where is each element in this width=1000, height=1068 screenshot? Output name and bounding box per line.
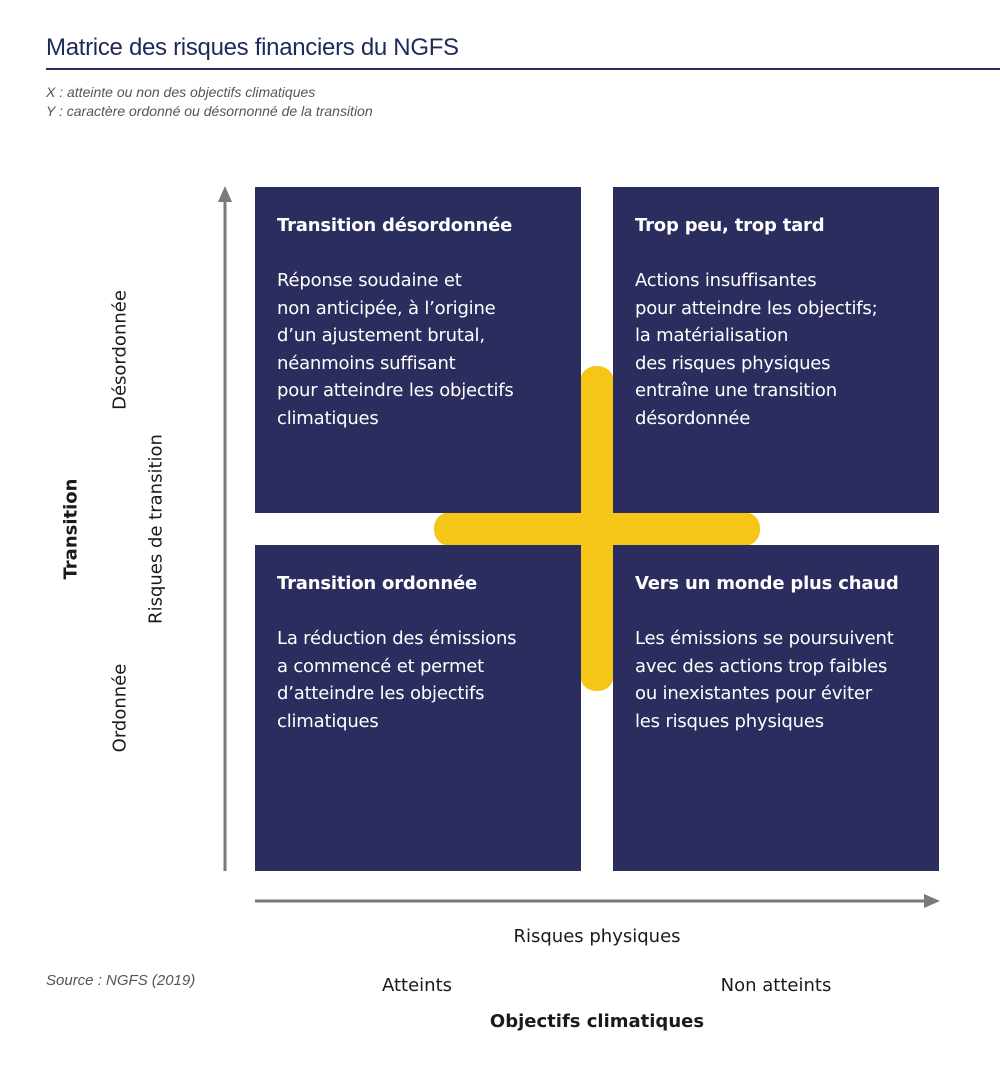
note-x-axis: X : atteinte ou non des objectifs climat… xyxy=(46,84,316,100)
title-divider xyxy=(46,68,1000,70)
source-note: Source : NGFS (2019) xyxy=(46,972,196,989)
y-label-disorderly: Désordonnée xyxy=(109,290,131,410)
quadrant-body: Réponse soudaine et non anticipée, à l’o… xyxy=(277,270,514,429)
note-y-axis: Y : caractère ordonné ou désornonné de l… xyxy=(46,103,373,119)
x-axis-subtitle: Risques physiques xyxy=(513,926,681,947)
quadrant-title: Trop peu, trop tard xyxy=(635,215,825,236)
quadrant-body: Les émissions se poursuivent avec des ac… xyxy=(635,628,894,732)
quadrant-disorderly-transition: Transition désordonnée Réponse soudaine … xyxy=(255,187,581,513)
quadrant-body: Actions insuffisantes pour atteindre les… xyxy=(635,270,878,429)
y-axis-subtitle: Risques de transition xyxy=(145,434,167,624)
quadrant-title: Transition ordonnée xyxy=(277,573,477,594)
quadrant-too-little-too-late: Trop peu, trop tard Actions insuffisante… xyxy=(613,187,939,513)
quadrant-title: Vers un monde plus chaud xyxy=(635,573,899,594)
x-label-not-met: Non atteints xyxy=(720,975,832,996)
quadrant-body: La réduction des émissions a commencé et… xyxy=(277,628,517,732)
x-axis-arrowhead xyxy=(924,894,940,908)
x-label-met: Atteints xyxy=(381,975,453,996)
quadrant-orderly-transition: Transition ordonnée La réduction des émi… xyxy=(255,545,581,871)
quadrant-hot-house-world: Vers un monde plus chaud Les émissions s… xyxy=(613,545,939,871)
y-axis-arrowhead xyxy=(218,186,232,202)
y-axis-title: Transition xyxy=(60,478,82,580)
x-axis-title: Objectifs climatiques xyxy=(489,1011,705,1032)
y-label-orderly: Ordonnée xyxy=(109,663,131,753)
page-title: Matrice des risques financiers du NGFS xyxy=(46,34,459,61)
quadrant-title: Transition désordonnée xyxy=(277,215,513,236)
cross-horizontal-bar xyxy=(434,512,760,546)
